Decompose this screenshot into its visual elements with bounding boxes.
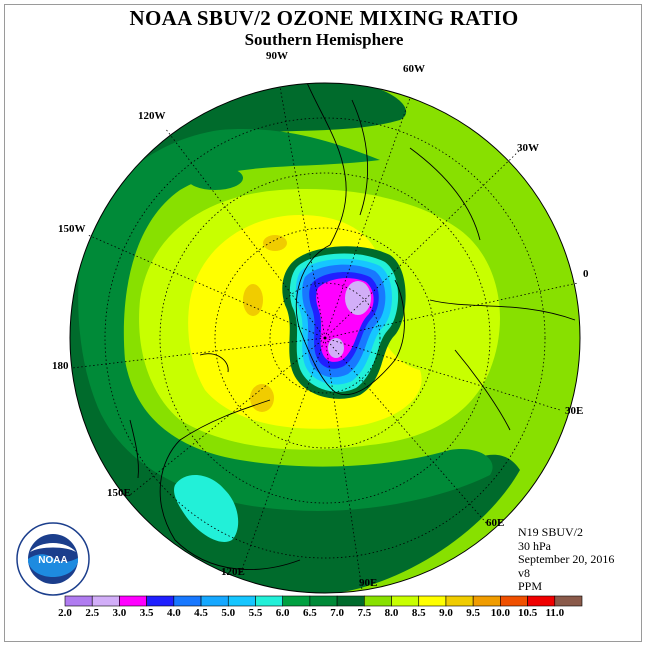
colorbar-tick-label: 3.5 <box>139 607 154 619</box>
colorbar-tick-label: 8.5 <box>411 607 426 619</box>
colorbar-tick-label: 2.0 <box>58 607 72 619</box>
logo-text: NOAA <box>38 555 67 566</box>
map-boundary <box>69 82 581 594</box>
noaa-logo: NOAA <box>16 522 90 596</box>
date-label: September 20, 2016 <box>518 552 615 566</box>
contour-9-0-patch <box>263 235 287 251</box>
contour-7-0-patch <box>187 166 243 190</box>
contour-9-0-patch <box>243 284 263 316</box>
contour-2-5 <box>345 281 371 315</box>
lon-label-150e: 150E <box>107 487 131 499</box>
graticule <box>71 86 579 591</box>
map-subtitle: Southern Hemisphere <box>244 30 404 49</box>
map-title: NOAA SBUV/2 OZONE MIXING RATIO <box>129 6 519 30</box>
colorbar-tick-label: 6.0 <box>275 607 290 619</box>
contour-7-0-band <box>78 129 493 511</box>
lon-label-30w: 30W <box>517 142 539 154</box>
contour-5-5-patch <box>174 474 239 542</box>
lon-label-120e: 120E <box>221 566 245 578</box>
colorbar-tick-label: 6.5 <box>303 607 317 619</box>
colorbar-tick-label: 5.5 <box>248 607 263 619</box>
lon-label-60e: 60E <box>486 517 505 529</box>
colorbar-tick-label: 3.0 <box>112 607 127 619</box>
lon-label-120w: 120W <box>138 110 166 122</box>
units-label: PPM <box>518 579 543 593</box>
instrument-label: N19 SBUV/2 <box>518 525 584 539</box>
lon-label-90w: 90W <box>266 50 288 62</box>
colorbar-tick-label: 2.5 <box>85 607 100 619</box>
lon-label-150w: 150W <box>58 223 86 235</box>
contour-2-5 <box>328 338 344 358</box>
lon-label-60w: 60W <box>403 63 425 75</box>
colorbar-tick-label: 10.0 <box>490 607 510 619</box>
colorbar-tick-label: 7.0 <box>330 607 344 619</box>
colorbar-tick-label: 4.0 <box>166 607 181 619</box>
info-block: N19 SBUV/2 30 hPa September 20, 2016 v8 … <box>518 525 615 594</box>
colorbar-tick-label: 9.5 <box>466 607 481 619</box>
colorbar-tick-label: 10.5 <box>517 607 538 619</box>
figure-frame <box>4 4 642 642</box>
coastlines <box>129 83 576 570</box>
colorbar-tick-label: 8.0 <box>384 607 399 619</box>
colorbar-tick-label: 4.5 <box>194 607 208 619</box>
pressure-label: 30 hPa <box>518 538 551 553</box>
colorbar-tick-label: 7.5 <box>357 607 372 619</box>
lon-label-90e: 90E <box>359 577 378 589</box>
colorbar-tick-label: 11.0 <box>545 607 565 619</box>
lon-label-180: 180 <box>52 360 69 372</box>
lon-label-0: 0 <box>583 268 589 280</box>
contour-9-0-patch <box>250 384 274 412</box>
lon-label-30e: 30E <box>565 405 584 417</box>
version-label: v8 <box>518 565 530 580</box>
colorbar-tick-label: 5.0 <box>221 607 236 619</box>
colorbar-tick-label: 9.0 <box>439 607 453 619</box>
